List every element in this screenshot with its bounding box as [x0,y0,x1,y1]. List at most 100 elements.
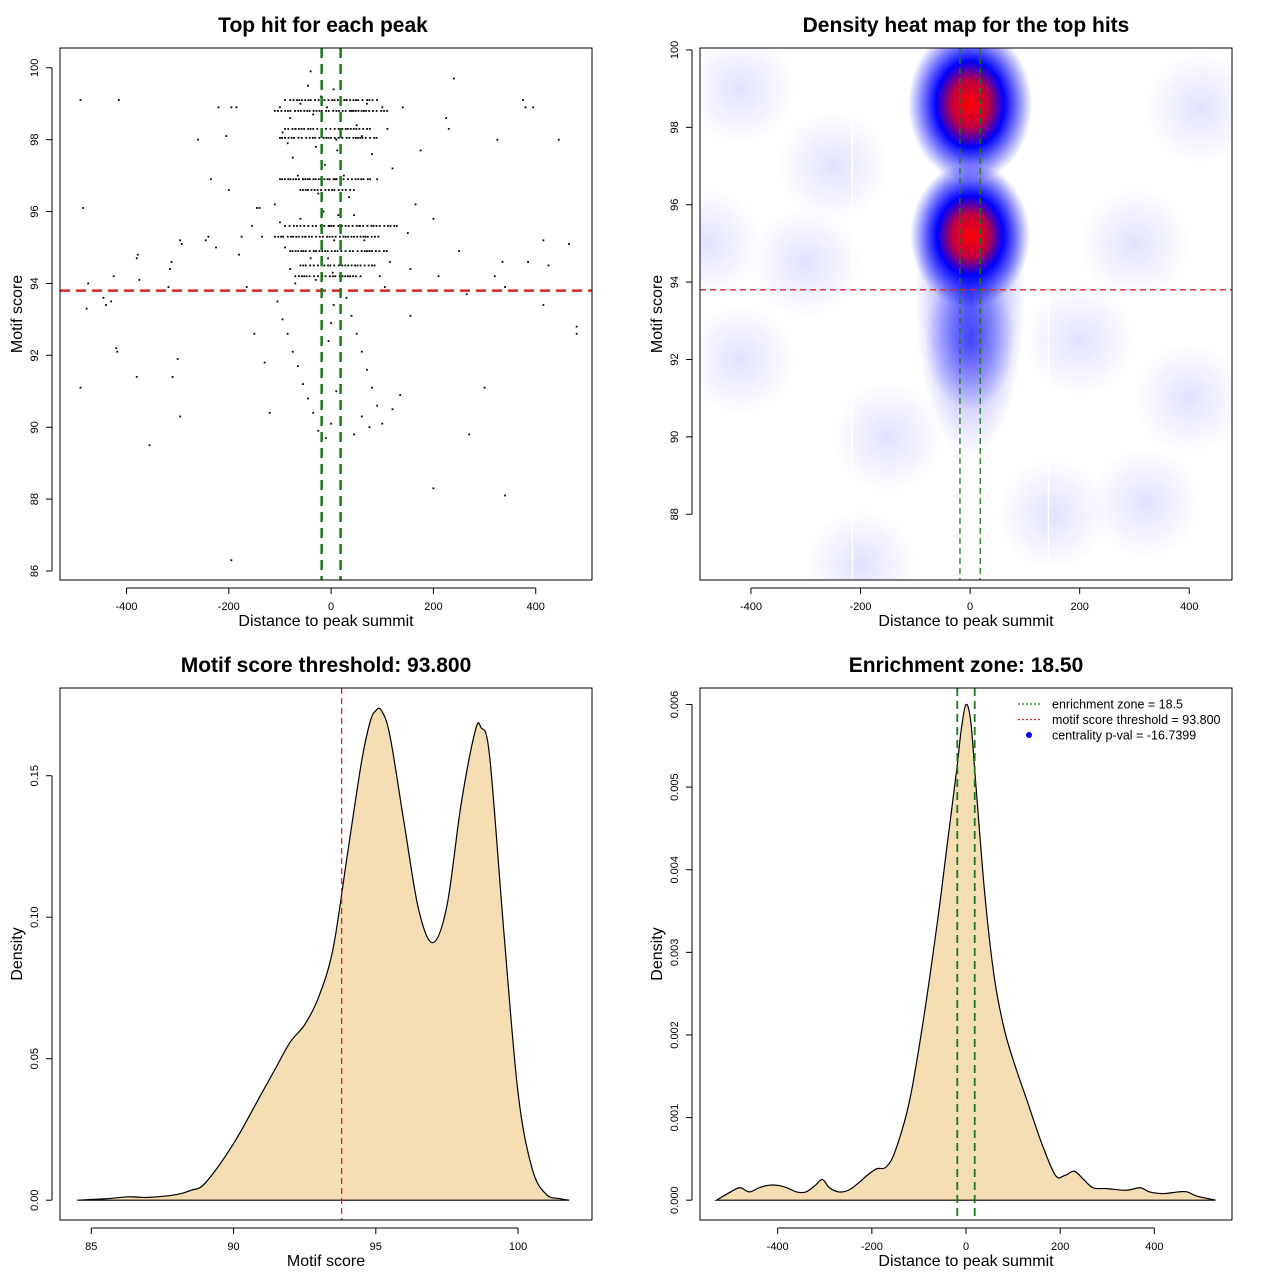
scatter-point [304,250,307,252]
scatter-point [197,138,200,141]
scatter-point [312,264,315,267]
scatter-point [325,110,328,112]
scatter-point [352,110,355,112]
scatter-point [355,225,358,227]
scatter-point [324,163,326,166]
scatter-point [295,178,297,181]
scatter-point [180,243,183,245]
scatter-point [306,189,309,191]
scatter-point [334,235,337,238]
scatter-point [360,135,363,137]
scatter-point [381,422,384,425]
scatter-point [527,260,529,263]
scatter-point [317,275,319,278]
scatter-point [315,250,317,252]
scatter-point [349,127,352,130]
y-tick-label: 100 [669,41,681,59]
scatter-point [305,136,307,139]
y-tick-label: 92 [29,349,41,361]
scatter-point [347,235,350,238]
scatter-point [82,207,84,209]
scatter-point [347,225,350,227]
scatter-point [308,178,311,181]
scatter-point [331,271,334,274]
scatter-point [332,110,335,112]
scatter-point [342,178,345,181]
scatter-point [338,110,340,112]
scatter-point [349,99,352,102]
scatter-point [366,127,369,130]
scatter-point [171,376,174,378]
scatter-point [304,189,307,191]
y-tick-label: 100 [29,59,41,77]
scatter-point [315,110,318,112]
y-tick-label: 88 [29,493,41,505]
scatter-point [328,225,331,227]
scatter-point [391,167,394,170]
scatter-point [375,110,378,112]
x-tick-label: 85 [85,1241,97,1253]
scatter-point [327,99,330,102]
plot-frame [59,47,593,581]
scatter-point [350,235,353,238]
scatter-point [360,350,363,353]
scatter-point [296,99,298,102]
scatter-point [290,235,292,238]
heatmap-hotspot [908,48,1033,183]
scatter-point [284,178,286,181]
scatter-point [337,189,340,191]
scatter-point [547,264,550,267]
scatter-point [375,225,378,227]
heatmap-cell [750,207,861,318]
scatter-point [138,278,141,281]
scatter-point [327,136,330,139]
scatter-point [167,286,170,288]
scatter-point [110,300,113,303]
scatter-point [307,225,310,227]
y-tick-label: 98 [29,134,41,146]
scatter-point [292,235,295,238]
scatter-point [286,332,289,335]
scatter-point [291,250,294,252]
scatter-point [452,77,455,80]
scatter-point [250,225,253,227]
scatter-point [268,411,271,414]
scatter-point [328,235,331,238]
scatter-point [355,332,358,335]
scatter-point [368,250,371,252]
scatter-point [352,99,355,102]
scatter-point [281,178,284,181]
scatter-point [327,189,330,191]
y-tick-label: 0.005 [669,773,681,801]
scatter-point [371,264,373,267]
scatter-point [316,264,319,267]
y-tick-label: 96 [669,199,681,211]
scatter-point [386,110,389,112]
heatmap-cell [700,48,795,144]
scatter-point [317,192,320,195]
scatter-point [309,257,312,260]
scatter-point [371,250,373,252]
scatter-point [321,250,324,252]
heatmap-cell [778,111,889,222]
scatter-point [355,127,358,130]
scatter-point [345,296,348,299]
scatter-point [284,127,286,130]
scatter-point [374,250,377,252]
scatter-point [493,275,496,278]
scatter-point [345,136,348,139]
scatter-point [347,275,349,278]
scatter-point [279,106,281,109]
scatter-point [348,196,350,199]
scatter-point [341,110,344,112]
scatter-point [284,110,287,112]
scatter-point [504,494,506,497]
x-axis-label: Motif score [287,1253,365,1270]
y-tick-label: 88 [669,508,681,520]
scatter-point [337,225,340,227]
scatter-point [368,426,371,429]
legend-marker [1026,732,1032,738]
x-tick-label: 400 [1145,1241,1163,1253]
scatter-point [284,246,286,249]
scatter-point [312,411,315,414]
